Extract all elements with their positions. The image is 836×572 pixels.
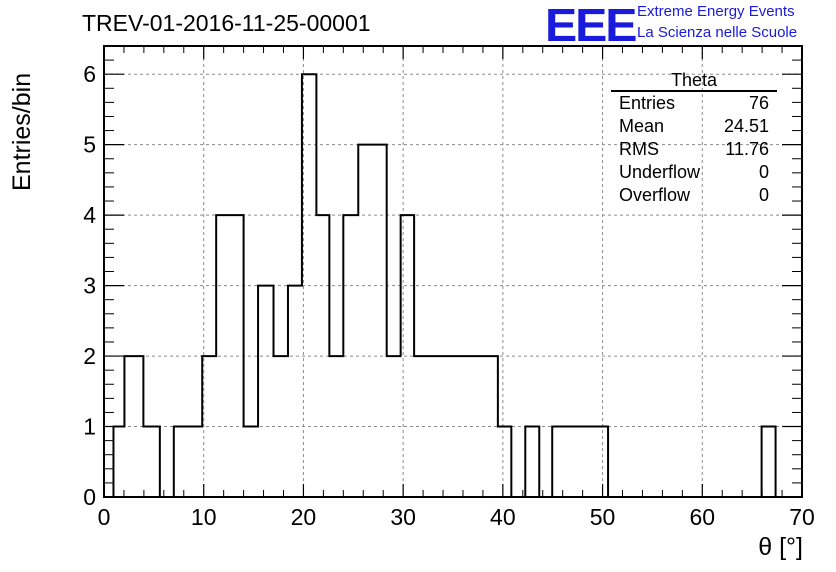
axis-ticks bbox=[103, 46, 803, 498]
logo-line-2: La Scienza nelle Scuole bbox=[637, 24, 798, 41]
histogram-bin bbox=[525, 427, 539, 497]
histogram-bin bbox=[143, 427, 159, 497]
histogram-outline bbox=[112, 73, 777, 498]
y-tick-label: 5 bbox=[83, 132, 96, 158]
y-tick-label: 1 bbox=[83, 414, 96, 440]
stats-value-underflow: 0 bbox=[758, 162, 769, 182]
x-tick-label: 30 bbox=[390, 504, 416, 530]
stats-box: Theta Entries 76 Mean 24.51 RMS 11.76 Un… bbox=[611, 70, 777, 207]
y-tick-label: 6 bbox=[83, 61, 96, 87]
stats-row: RMS 11.76 bbox=[611, 138, 777, 161]
x-tick-label: 60 bbox=[689, 504, 715, 530]
logo-line-1: Extreme Energy Events bbox=[637, 3, 795, 20]
stats-row: Underflow 0 bbox=[611, 161, 777, 184]
histogram-bin bbox=[498, 427, 511, 497]
eee-logo: EEE bbox=[545, 0, 637, 51]
histogram-bin bbox=[288, 286, 302, 497]
stats-row: Mean 24.51 bbox=[611, 115, 777, 138]
histogram-bin bbox=[258, 286, 273, 497]
histogram-bin bbox=[174, 427, 202, 497]
y-axis-label: Entries/bin bbox=[8, 72, 36, 191]
y-tick-label: 0 bbox=[83, 484, 96, 510]
x-tick-label: 50 bbox=[590, 504, 616, 530]
x-tick-label: 0 bbox=[98, 504, 111, 530]
stats-row: Entries 76 bbox=[611, 92, 777, 115]
stats-title: Theta bbox=[611, 70, 777, 92]
stats-label-mean: Mean bbox=[619, 116, 665, 136]
stats-label-rms: RMS bbox=[619, 139, 659, 159]
stats-label-entries: Entries bbox=[619, 93, 676, 113]
x-tick-label: 40 bbox=[490, 504, 516, 530]
plot-title: TREV-01-2016-11-25-00001 bbox=[82, 10, 371, 36]
stats-value-rms: 11.76 bbox=[725, 139, 769, 159]
stats-value-overflow: 0 bbox=[758, 185, 769, 205]
x-tick-label: 70 bbox=[789, 504, 815, 530]
x-tick-label: 10 bbox=[191, 504, 217, 530]
histogram-bin bbox=[113, 427, 124, 497]
y-tick-label: 3 bbox=[83, 273, 96, 299]
histogram-bin bbox=[552, 427, 608, 497]
histogram-bin bbox=[762, 427, 776, 497]
y-tick-label: 2 bbox=[83, 343, 96, 369]
stats-value-mean: 24.51 bbox=[723, 116, 769, 136]
stats-row: Overflow 0 bbox=[611, 184, 777, 207]
x-axis-label: θ [°] bbox=[758, 533, 803, 561]
x-tick-label: 20 bbox=[291, 504, 317, 530]
stats-value-entries: 76 bbox=[748, 93, 769, 113]
plot-frame bbox=[103, 45, 803, 498]
stats-label-underflow: Underflow bbox=[619, 162, 701, 182]
histogram-bin bbox=[329, 356, 343, 497]
histogram-bin bbox=[358, 145, 386, 497]
tick-labels: 0 10 20 30 40 50 60 70 0 1 2 3 4 5 6 bbox=[83, 61, 815, 530]
stats-label-overflow: Overflow bbox=[619, 185, 691, 205]
histogram-bin bbox=[244, 427, 258, 497]
y-tick-label: 4 bbox=[83, 202, 96, 228]
